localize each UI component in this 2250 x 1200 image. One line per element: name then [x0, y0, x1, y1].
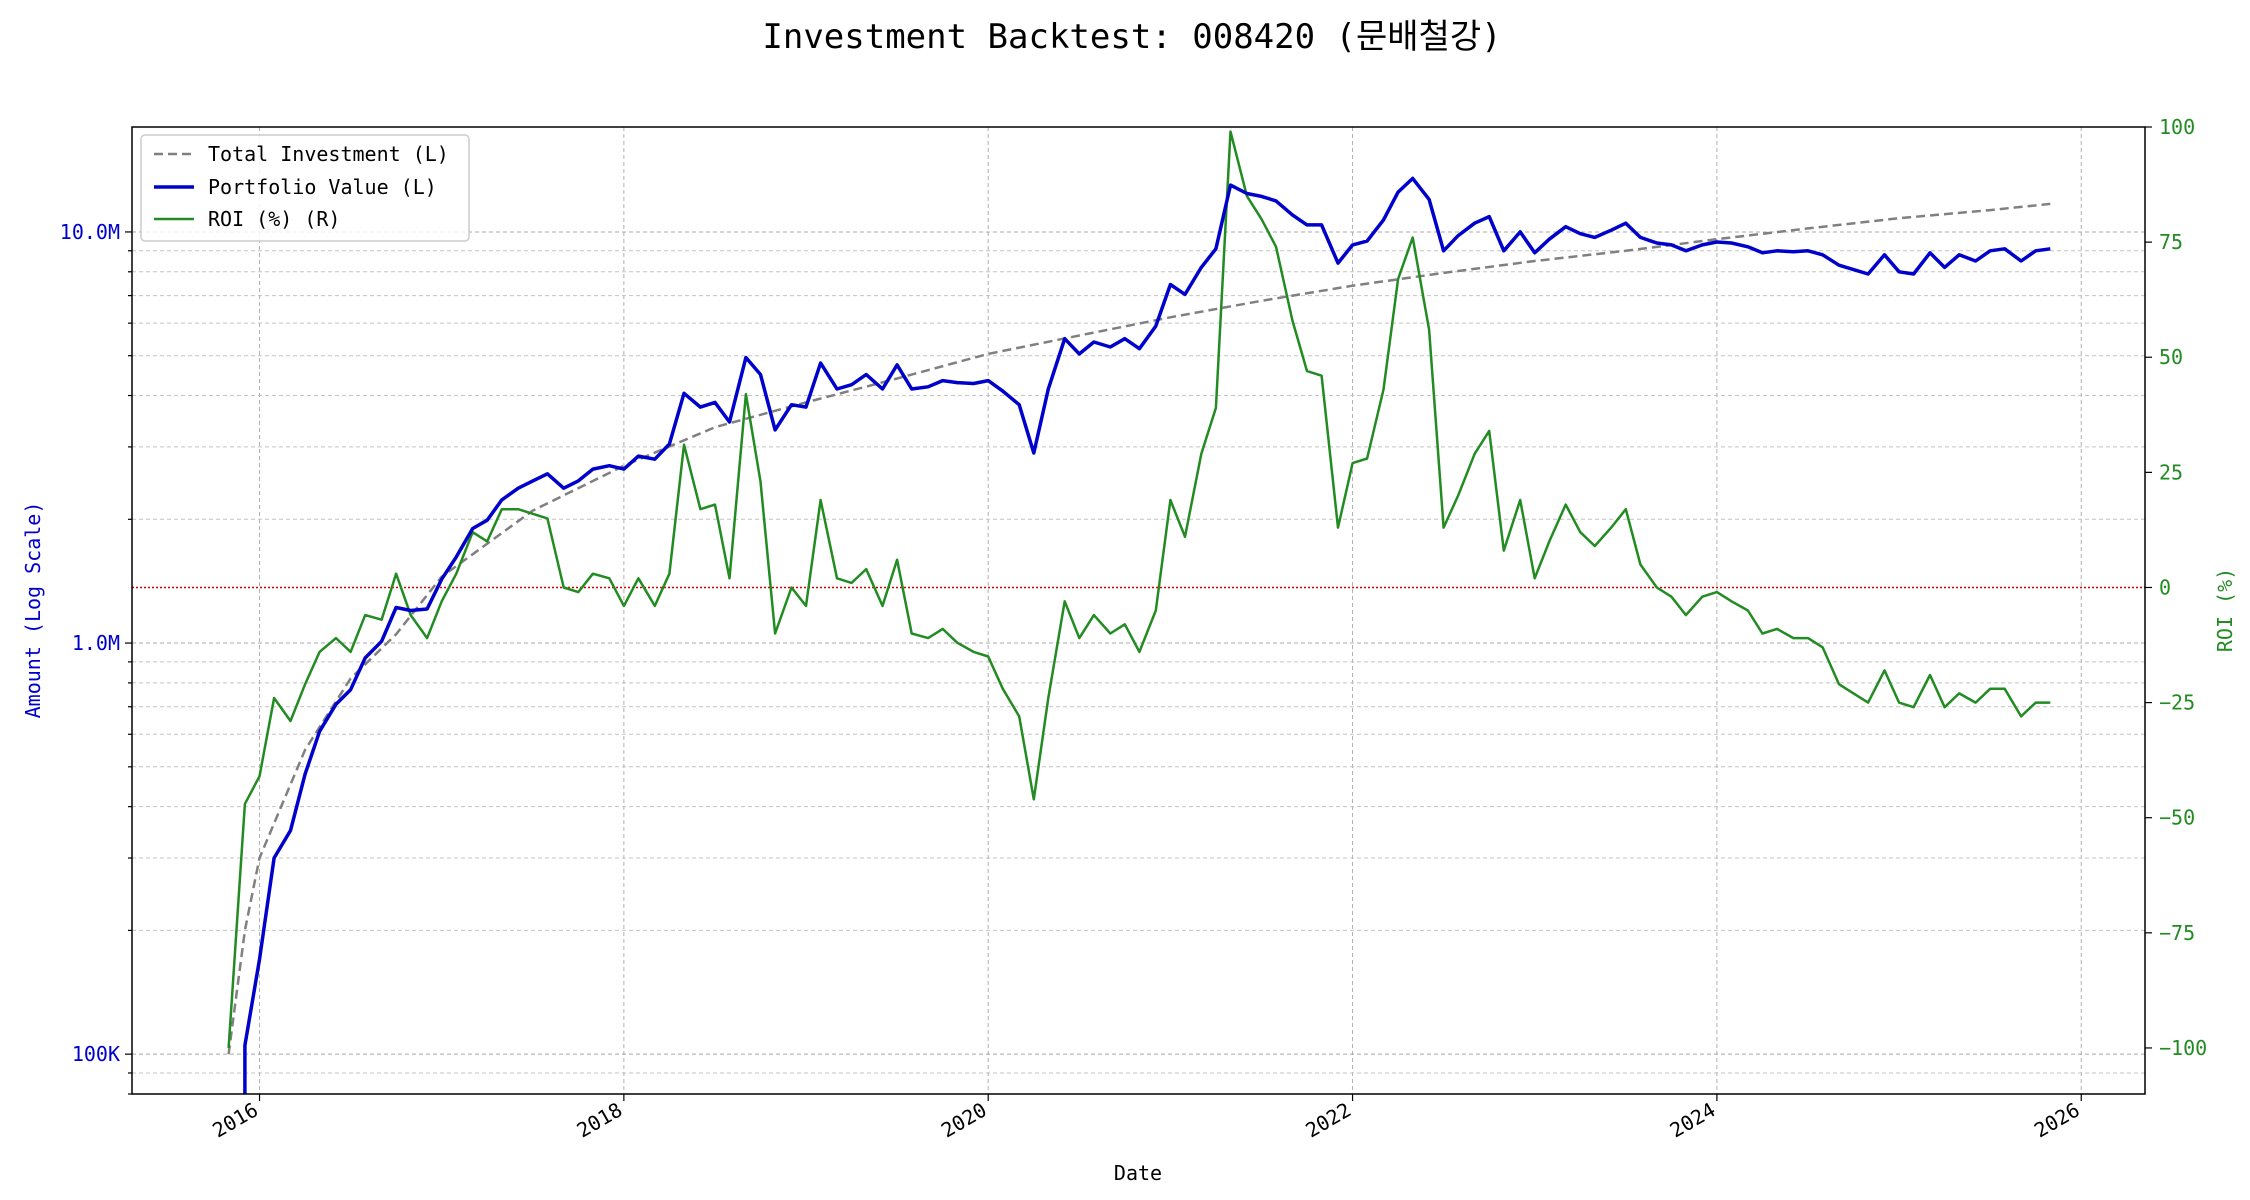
left-tick-label: 1.0M [72, 631, 120, 655]
right-tick-label: 0 [2159, 575, 2171, 599]
legend-label-portfolio-value: Portfolio Value (L) [208, 175, 437, 199]
x-tick-label: 2016 [208, 1098, 262, 1143]
plot-frame [131, 126, 2146, 1095]
series-layer [227, 130, 2051, 1094]
right-tick-label: −25 [2159, 691, 2195, 715]
legend-label-total-investment: Total Investment (L) [208, 142, 449, 166]
legend-label-roi: ROI (%) (R) [208, 207, 340, 231]
grid [132, 127, 2145, 1095]
legend: Total Investment (L) Portfolio Value (L)… [140, 134, 470, 242]
x-tick-label: 2024 [1666, 1098, 1720, 1143]
left-tick-label: 100K [72, 1042, 120, 1066]
x-axis: 2016 2018 2020 2022 2024 2026 [208, 1094, 2084, 1143]
right-tick-label: −50 [2159, 806, 2195, 830]
portfolio-value-line [243, 176, 2051, 1094]
legend-box [140, 134, 470, 242]
right-y-axis: 100 75 50 25 0 −25 −50 −75 −100 [2145, 115, 2207, 1060]
x-tick-label: 2020 [937, 1098, 991, 1143]
right-tick-label: −75 [2159, 921, 2195, 945]
x-tick-label: 2018 [573, 1098, 627, 1143]
x-axis-label: Date [1114, 1161, 1162, 1185]
left-tick-label: 10.0M [60, 220, 120, 244]
total-investment-line [227, 202, 2051, 1055]
x-tick-label: 2026 [2030, 1098, 2084, 1143]
right-tick-label: −100 [2159, 1036, 2207, 1060]
right-y-axis-label: ROI (%) [2213, 568, 2237, 652]
chart-title: Investment Backtest: 008420 (문배철강) [762, 17, 1501, 57]
right-tick-label: 25 [2159, 460, 2183, 484]
left-y-axis-label: Amount (Log Scale) [21, 502, 45, 719]
x-tick-label: 2022 [1301, 1098, 1355, 1143]
right-tick-label: 75 [2159, 230, 2183, 254]
right-tick-label: 100 [2159, 115, 2195, 139]
left-y-axis: 100K 1.0M 10.0M [60, 220, 132, 1095]
right-tick-label: 50 [2159, 345, 2183, 369]
roi-line [227, 130, 2051, 1049]
